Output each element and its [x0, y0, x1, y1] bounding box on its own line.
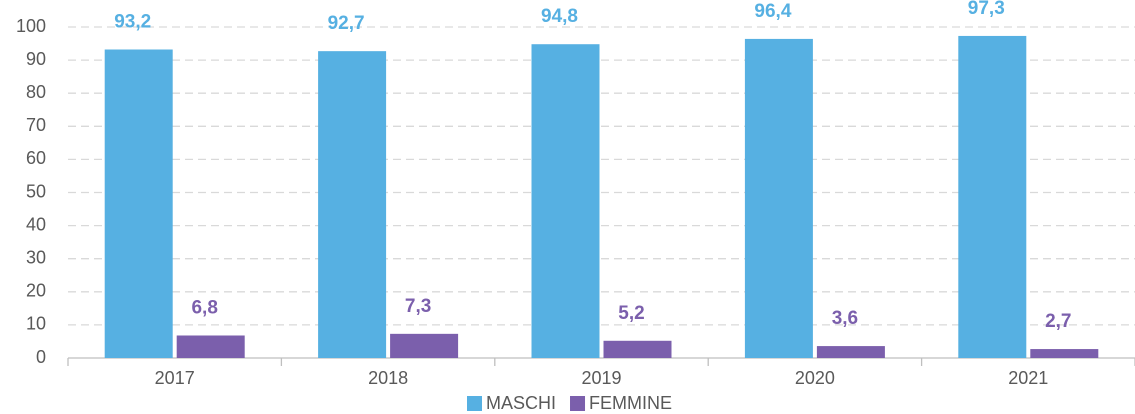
legend-label: MASCHI: [486, 393, 556, 413]
value-label: 6,8: [191, 298, 217, 319]
value-label: 2,7: [1045, 311, 1071, 332]
value-label: 93,2: [114, 12, 151, 33]
value-label: 3,6: [832, 308, 858, 329]
value-label: 97,3: [968, 0, 1005, 19]
legend-label: FEMMINE: [589, 393, 672, 413]
bar: [531, 44, 600, 358]
y-tick-label: 90: [26, 49, 46, 69]
x-tick-label: 2019: [581, 368, 621, 388]
y-tick-label: 30: [26, 247, 46, 267]
y-tick-label: 10: [26, 314, 46, 334]
value-label: 96,4: [754, 1, 791, 22]
bar: [816, 346, 885, 358]
bar: [958, 35, 1027, 358]
value-label: 5,2: [618, 303, 644, 324]
bar: [603, 340, 672, 358]
y-tick-label: 50: [26, 181, 46, 201]
bar: [318, 51, 387, 359]
y-tick-label: 0: [36, 347, 46, 367]
y-tick-label: 80: [26, 82, 46, 102]
y-tick-label: 20: [26, 281, 46, 301]
value-label: 7,3: [405, 296, 431, 317]
bar: [176, 335, 245, 358]
y-tick-label: 60: [26, 148, 46, 168]
y-tick-label: 40: [26, 214, 46, 234]
bar: [744, 38, 813, 358]
x-tick-label: 2021: [1008, 368, 1048, 388]
y-tick-label: 70: [26, 115, 46, 135]
y-tick-label: 100: [16, 16, 46, 36]
value-label: 94,8: [541, 6, 578, 27]
legend-swatch: [570, 396, 586, 411]
x-tick-label: 2017: [155, 368, 195, 388]
legend-swatch: [467, 396, 482, 411]
value-label: 92,7: [328, 13, 365, 34]
x-tick-label: 2018: [368, 368, 408, 388]
bar: [104, 49, 173, 359]
bar: [1030, 349, 1099, 358]
bar: [390, 333, 459, 358]
x-tick-label: 2020: [795, 368, 835, 388]
